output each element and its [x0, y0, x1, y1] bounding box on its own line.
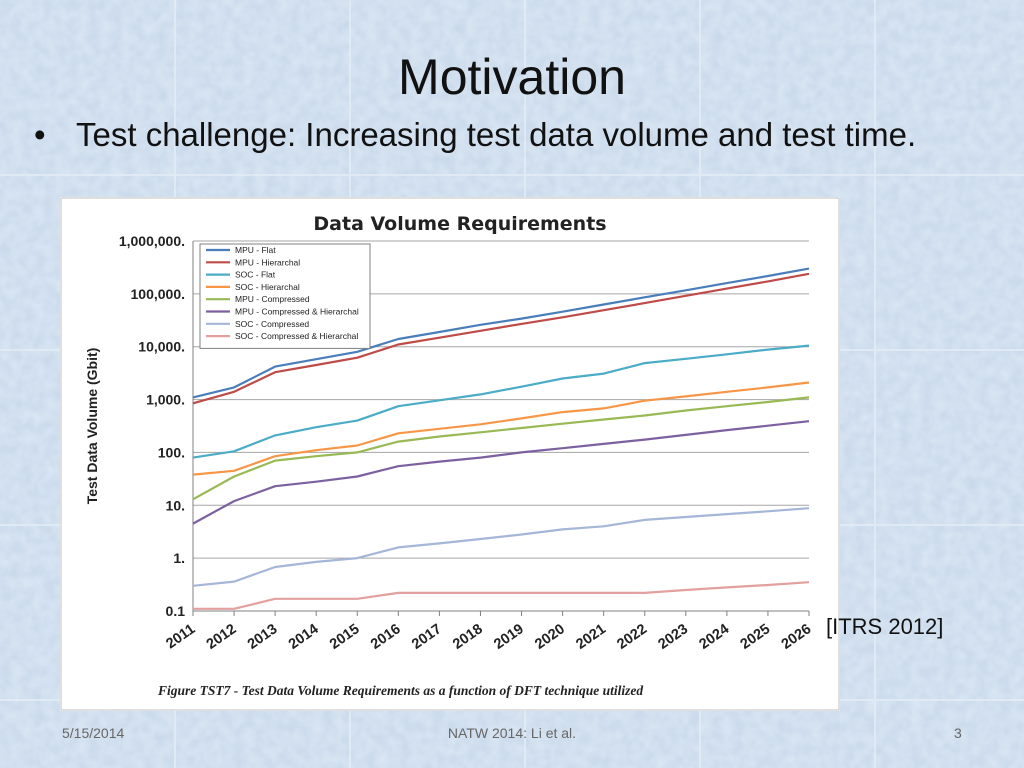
series-line: [192, 267, 810, 399]
data-volume-chart: Data Volume Requirements 0.1 1. 10. 100. 1,00…: [60, 197, 840, 711]
y-tick-label: 100,000.: [131, 286, 186, 302]
y-axis-label: Test Data Volume (Gbit): [84, 348, 100, 505]
y-tick-label: 1.: [173, 550, 185, 566]
y-tick-label: 10.: [166, 497, 185, 513]
chart-title: Data Volume Requirements: [313, 213, 606, 235]
series-line: [192, 420, 810, 525]
footer-text: NATW 2014: Li et al.: [447, 725, 577, 741]
series-line: [193, 581, 810, 610]
legend-label: MPU - Compressed: [235, 294, 310, 304]
chart-caption: Figure TST7 - Test Data Volume Requireme…: [157, 683, 643, 698]
page-number: 3: [954, 725, 962, 741]
series-line: [192, 396, 810, 501]
y-tick-label: 10,000.: [138, 339, 185, 355]
legend-label: SOC - Compressed: [235, 319, 309, 329]
bullet-item: • Test challenge: Increasing test data v…: [34, 114, 934, 156]
legend-label: SOC - Hierarchal: [235, 282, 300, 292]
legend-label: MPU - Flat: [235, 245, 276, 255]
y-tick-label: 0.1: [166, 603, 186, 619]
legend-label: MPU - Hierarchal: [235, 257, 300, 267]
chart-frame: [60, 197, 840, 711]
footer-date: 5/15/2014: [62, 725, 125, 741]
y-tick-label: 1,000.: [146, 392, 185, 408]
chart-panel: Data Volume Requirements 0.1 1. 10. 100. 1,00…: [60, 197, 840, 711]
bullet-dot-icon: •: [34, 116, 46, 153]
citation: [ITRS 2012]: [826, 614, 944, 639]
slide-title: Motivation: [398, 49, 626, 105]
legend-label: SOC - Flat: [235, 270, 276, 280]
bullet-text: Test challenge: Increasing test data vol…: [76, 116, 917, 153]
y-tick-label: 1,000,000.: [119, 233, 185, 249]
series-line: [192, 272, 810, 405]
series-line: [192, 381, 810, 476]
legend-label: SOC - Compressed & Hierarchal: [235, 331, 358, 341]
y-tick-label: 100.: [158, 444, 185, 460]
series-line: [192, 344, 810, 459]
legend-label: MPU - Compressed & Hierarchal: [235, 307, 359, 317]
series-line: [192, 507, 810, 587]
